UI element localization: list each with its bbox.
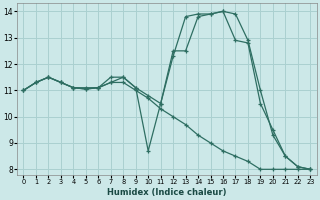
X-axis label: Humidex (Indice chaleur): Humidex (Indice chaleur) [107,188,227,197]
